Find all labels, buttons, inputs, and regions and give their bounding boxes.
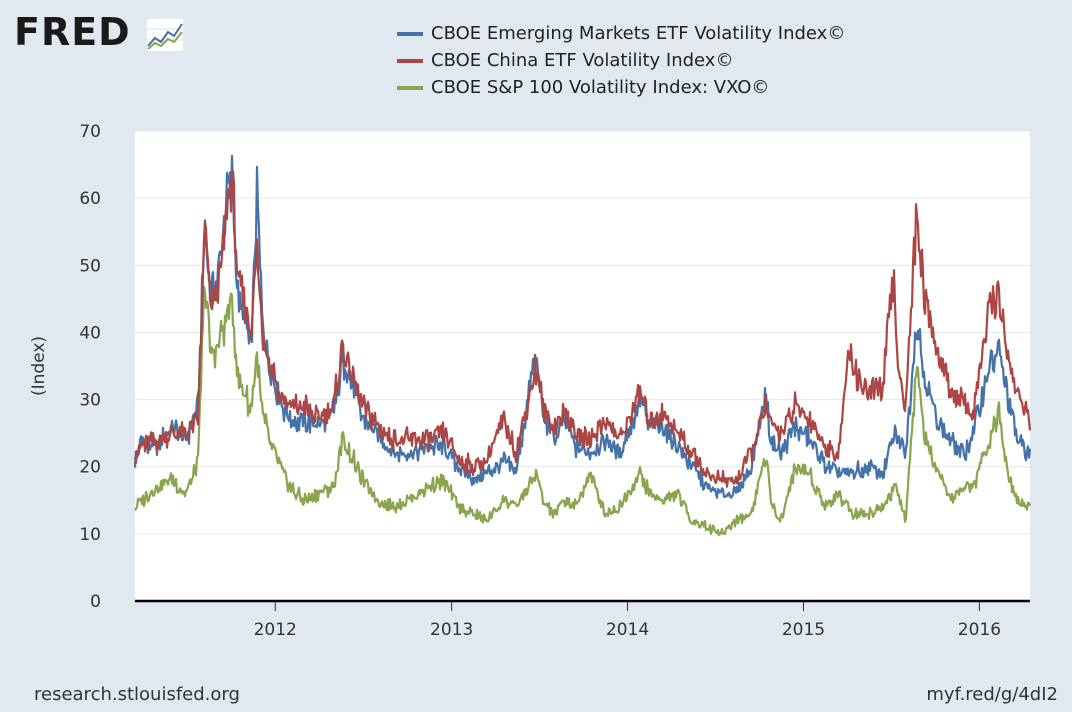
legend-swatch — [397, 31, 423, 36]
chart-legend: CBOE Emerging Markets ETF Volatility Ind… — [397, 20, 845, 101]
x-tick-label: 2015 — [782, 620, 825, 640]
x-tick-label: 2016 — [958, 620, 1001, 640]
logo-text: FRED — [14, 10, 131, 54]
series-line-2 — [133, 169, 1032, 488]
legend-item[interactable]: CBOE S&P 100 Volatility Index: VXO© — [397, 74, 845, 101]
y-axis-label: (Index) — [29, 336, 49, 396]
plot-area — [135, 131, 1030, 601]
legend-item[interactable]: CBOE Emerging Markets ETF Volatility Ind… — [397, 20, 845, 47]
y-tick-label: 0 — [90, 592, 101, 612]
x-tick-label: 2013 — [430, 620, 473, 640]
y-tick-label: 20 — [79, 458, 101, 478]
legend-swatch — [397, 85, 423, 90]
y-tick-label: 10 — [79, 525, 101, 545]
y-tick-label: 30 — [79, 391, 101, 411]
legend-label: CBOE S&P 100 Volatility Index: VXO© — [431, 77, 770, 98]
fred-logo: FRED — [14, 10, 189, 56]
y-tick-label: 60 — [79, 189, 101, 209]
legend-swatch — [397, 58, 423, 63]
y-tick-label: 70 — [79, 122, 101, 142]
y-tick-label: 50 — [79, 256, 101, 276]
legend-item[interactable]: CBOE China ETF Volatility Index© — [397, 47, 845, 74]
series-line-3 — [134, 285, 1032, 536]
x-tick-label: 2012 — [254, 620, 297, 640]
series-line-1 — [133, 154, 1032, 499]
y-tick-label: 40 — [79, 323, 101, 343]
x-tick-label: 2014 — [606, 620, 649, 640]
legend-label: CBOE China ETF Volatility Index© — [431, 50, 734, 71]
short-link[interactable]: myf.red/g/4dI2 — [926, 684, 1058, 705]
source-link[interactable]: research.stlouisfed.org — [34, 684, 240, 705]
fred-graph-icon — [146, 18, 184, 52]
legend-label: CBOE Emerging Markets ETF Volatility Ind… — [431, 23, 846, 44]
